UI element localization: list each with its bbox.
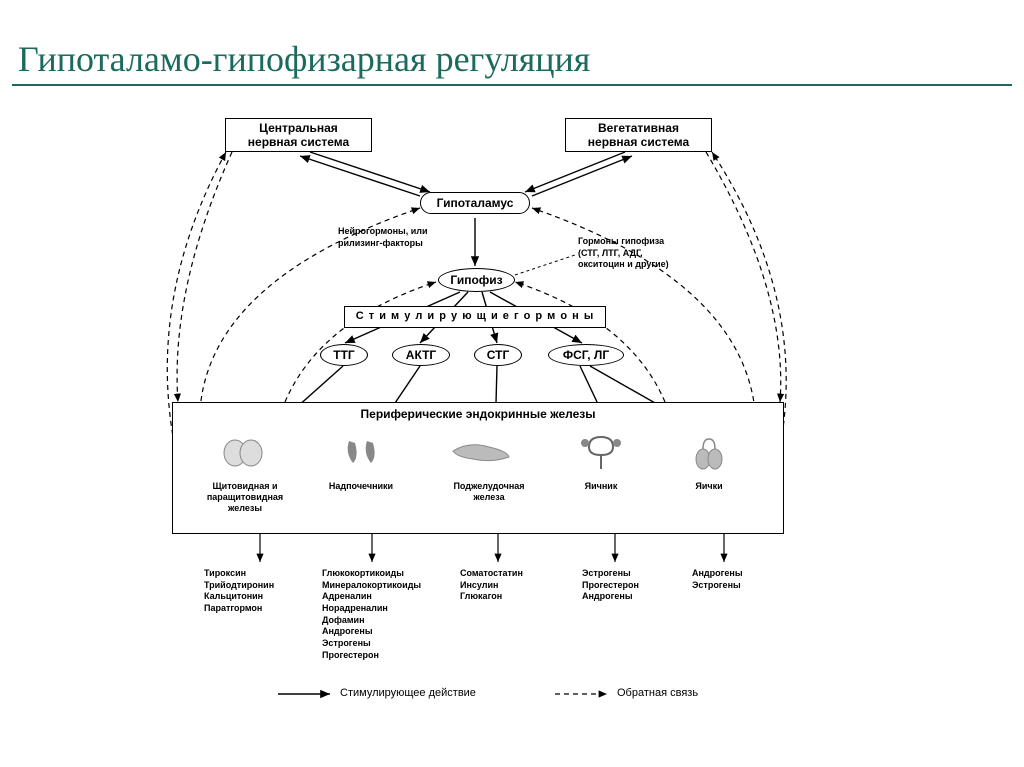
peripheral-title: Периферические эндокринные железы [173, 407, 783, 421]
ttg-node: ТТГ [320, 344, 368, 366]
aktg-node: АКТГ [392, 344, 450, 366]
stimulating-hormones-box: С т и м у л и р у ю щ и е г о р м о н ы [344, 306, 606, 328]
ttg-label: ТТГ [333, 348, 354, 362]
cns-label: Центральная нервная система [248, 121, 349, 150]
title-underline [12, 84, 1012, 86]
adrenals-icon [339, 433, 383, 478]
neurohormones-label: Нейрогормоны, или рилизинг-факторы [338, 226, 427, 249]
hypothalamus-node: Гипоталамус [420, 192, 530, 214]
ans-box: Вегетативная нервная система [565, 118, 712, 152]
diagram-area: Центральная нервная система Вегетативная… [0, 110, 1024, 760]
pancreas-hormones: Соматостатин Инсулин Глюкагон [460, 568, 523, 603]
legend-stimulating: Стимулирующее действие [340, 687, 476, 699]
peripheral-glands-box: Периферические эндокринные железы Щитови… [172, 402, 784, 534]
pituitary-label: Гипофиз [450, 273, 502, 287]
thyroid-icon [221, 433, 265, 478]
thyroid-hormones: Тироксин Трийодтиронин Кальцитонин Парат… [204, 568, 274, 615]
fsh-lh-label: ФСГ, ЛГ [563, 348, 609, 362]
thyroid-label: Щитовидная и паращитовидная железы [199, 481, 291, 513]
adrenals-hormones: Глюкокортикоиды Минералокортикоиды Адрен… [322, 568, 421, 662]
ans-label: Вегетативная нервная система [588, 121, 689, 150]
adrenals-label: Надпочечники [321, 481, 401, 492]
stimulating-hormones-label: С т и м у л и р у ю щ и е г о р м о н ы [356, 310, 594, 323]
cns-box: Центральная нервная система [225, 118, 372, 152]
stg-node: СТГ [474, 344, 522, 366]
fsh-lh-node: ФСГ, ЛГ [548, 344, 624, 366]
testes-hormones: Андрогены Эстрогены [692, 568, 743, 591]
ovary-hormones: Эстрогены Прогестерон Андрогены [582, 568, 639, 603]
ovary-icon [579, 433, 623, 482]
pancreas-label: Поджелудочная железа [439, 481, 539, 503]
pancreas-icon [449, 437, 513, 476]
testes-icon [689, 433, 729, 482]
pituitary-node: Гипофиз [438, 268, 515, 292]
hypothalamus-label: Гипоталамус [437, 196, 514, 210]
pituitary-hormones-label: Гормоны гипофиза (СТГ, ЛТГ, АДГ, окситоц… [578, 236, 669, 271]
ovary-label: Яичник [571, 481, 631, 492]
stg-label: СТГ [487, 348, 510, 362]
page-title: Гипоталамо-гипофизарная регуляция [18, 38, 590, 80]
aktg-label: АКТГ [406, 348, 436, 362]
testes-label: Яички [679, 481, 739, 492]
legend-feedback: Обратная связь [617, 687, 698, 699]
